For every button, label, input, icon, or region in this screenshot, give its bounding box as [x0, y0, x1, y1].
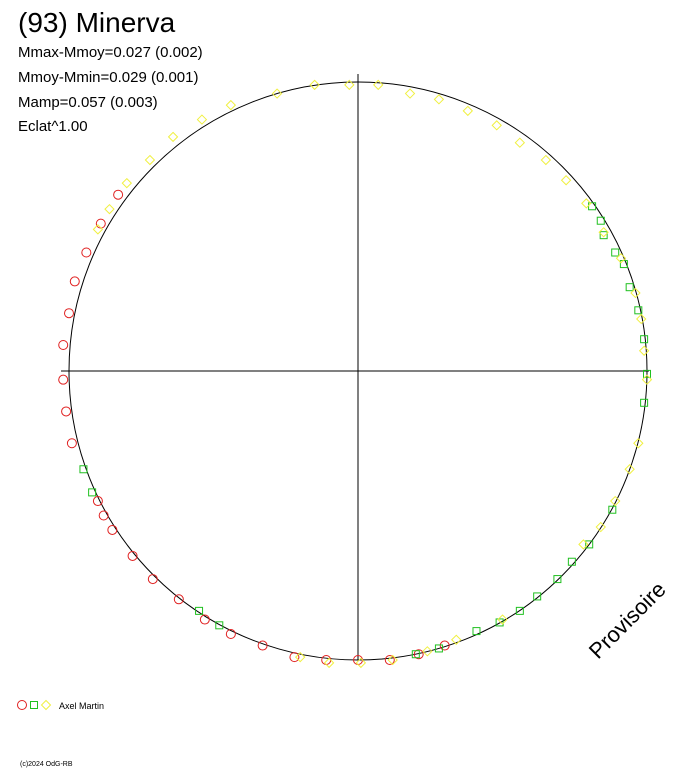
data-point	[66, 438, 77, 449]
data-point	[321, 655, 332, 665]
data-point	[553, 575, 562, 584]
data-point	[581, 198, 592, 209]
data-point	[271, 88, 283, 99]
data-point	[643, 369, 651, 378]
data-point	[578, 539, 589, 550]
footer: (c)2024 OdG-RB	[20, 761, 73, 768]
data-point	[633, 438, 644, 449]
data-point	[98, 510, 109, 521]
data-point	[434, 644, 443, 653]
data-point	[630, 287, 641, 299]
data-point	[225, 628, 236, 639]
data-point	[611, 248, 620, 257]
data-point	[127, 550, 138, 561]
data-point	[69, 276, 80, 287]
legend-marker	[17, 700, 27, 710]
data-point	[636, 313, 647, 325]
data-point	[373, 79, 384, 91]
data-point	[95, 218, 106, 229]
data-point	[495, 618, 504, 627]
annotation: Mmoy-Mmin=0.029 (0.001)	[18, 69, 198, 86]
data-point	[144, 154, 156, 166]
data-point	[79, 465, 88, 474]
data-point	[404, 88, 416, 99]
data-point	[61, 406, 72, 417]
data-point	[355, 657, 367, 669]
data-point	[88, 488, 97, 497]
data-point	[596, 216, 605, 225]
data-point	[625, 283, 634, 292]
data-point	[514, 137, 526, 148]
data-point	[641, 374, 653, 385]
data-point	[451, 634, 462, 645]
data-point	[595, 521, 606, 533]
data-point	[167, 131, 179, 143]
data-point	[422, 646, 433, 657]
data-point	[309, 79, 320, 91]
annotation: Eclat^1.00	[18, 118, 88, 135]
data-point	[199, 614, 210, 625]
annotation: Mamp=0.057 (0.003)	[18, 94, 158, 111]
data-point	[92, 496, 103, 507]
data-point	[147, 574, 158, 585]
data-point	[491, 120, 502, 131]
data-point	[462, 105, 474, 117]
data-point	[81, 247, 92, 258]
data-point	[515, 606, 524, 615]
watermark: Provisoire	[584, 577, 671, 664]
data-point	[599, 231, 608, 240]
legend-label: Axel Martin	[59, 701, 104, 711]
data-point	[289, 652, 300, 663]
data-point	[497, 614, 508, 625]
data-point	[64, 308, 74, 319]
data-point	[585, 540, 594, 549]
data-point	[58, 339, 69, 350]
data-point	[433, 94, 445, 105]
data-point	[323, 657, 335, 669]
data-point	[540, 154, 552, 166]
data-point	[439, 640, 450, 651]
data-point	[615, 253, 627, 264]
data-point	[624, 464, 635, 475]
data-point	[638, 345, 650, 356]
data-point	[196, 114, 208, 125]
data-point	[294, 651, 306, 663]
data-point	[387, 654, 398, 666]
data-point	[413, 649, 424, 660]
data-point	[257, 640, 268, 651]
data-point	[608, 505, 617, 514]
data-point	[560, 175, 572, 186]
data-point	[113, 189, 124, 200]
legend-marker	[30, 701, 38, 709]
data-point	[104, 203, 115, 215]
data-point	[472, 627, 481, 636]
data-point	[411, 650, 420, 659]
data-point	[640, 335, 649, 344]
data-point	[344, 79, 355, 91]
data-point	[588, 202, 597, 211]
data-point	[634, 306, 643, 315]
data-point	[173, 594, 184, 605]
data-point	[225, 99, 237, 111]
data-point	[384, 655, 395, 665]
data-point	[92, 224, 104, 235]
data-point	[195, 606, 204, 615]
data-point	[533, 592, 542, 601]
data-point	[610, 495, 621, 507]
data-point	[107, 524, 118, 535]
annotation: Mmax-Mmoy=0.027 (0.002)	[18, 44, 203, 61]
data-point	[121, 177, 133, 189]
data-point	[215, 621, 224, 630]
data-point	[598, 227, 609, 238]
chart-title: (93) Minerva	[18, 7, 176, 38]
data-point	[640, 398, 649, 407]
data-point	[567, 557, 576, 566]
legend-marker	[40, 699, 52, 711]
data-point	[58, 374, 69, 385]
